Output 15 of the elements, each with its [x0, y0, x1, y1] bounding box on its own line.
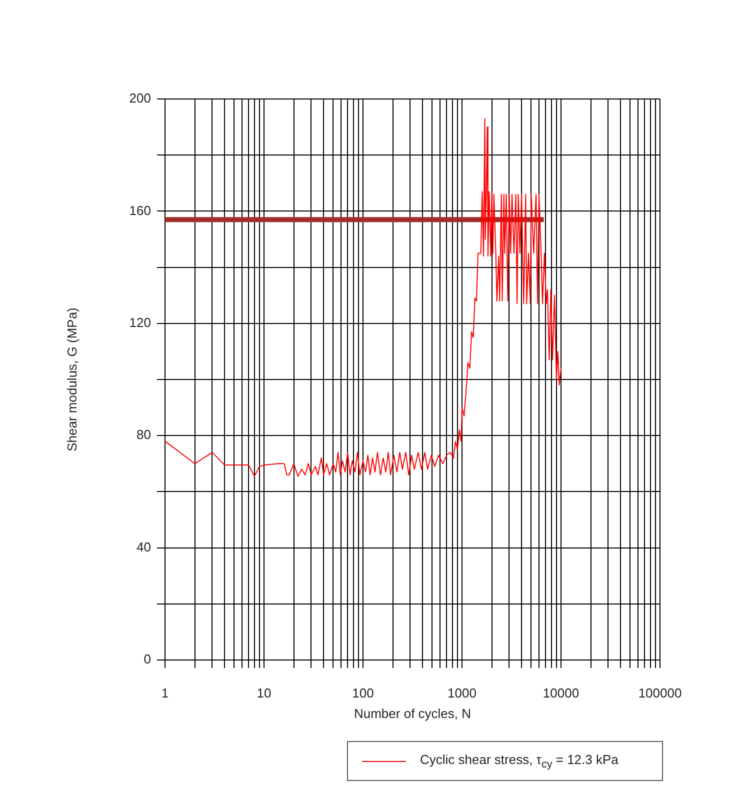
y-tick-label: 40 — [136, 539, 151, 554]
x-tick-label: 10000 — [542, 685, 580, 700]
x-tick-label: 1 — [161, 685, 169, 700]
y-axis-title: Shear modulus, G (MPa) — [64, 308, 80, 452]
x-tick-label: 1000 — [448, 685, 476, 700]
y-tick-label: 80 — [136, 427, 151, 442]
x-tick-label: 100000 — [638, 685, 682, 700]
legend-label: Cyclic shear stress, τ$_{cy}$ = 12.3 kPa — [420, 752, 618, 770]
y-tick-label: 0 — [144, 652, 151, 667]
x-tick-label: 100 — [352, 685, 374, 700]
x-tick-label: 10 — [256, 685, 272, 700]
y-tick-label: 200 — [129, 90, 151, 106]
y-tick-label: 160 — [129, 202, 151, 218]
y-tick-label: 120 — [129, 314, 151, 330]
x-axis-title: Number of cycles, N — [354, 706, 472, 721]
